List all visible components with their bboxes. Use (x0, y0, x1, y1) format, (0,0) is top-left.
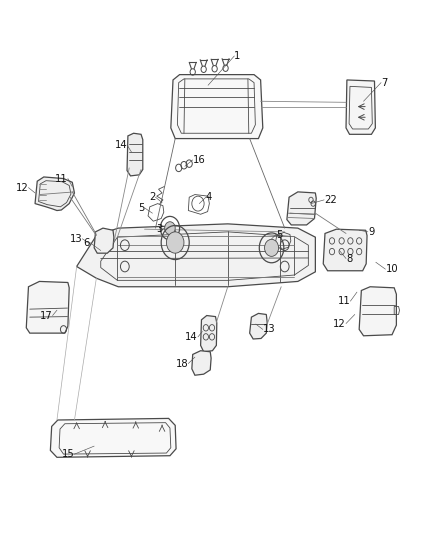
Text: 11: 11 (55, 174, 68, 183)
Polygon shape (192, 351, 211, 375)
Text: 18: 18 (176, 359, 188, 368)
Polygon shape (250, 313, 267, 339)
Polygon shape (323, 229, 367, 271)
Text: 7: 7 (381, 78, 388, 87)
Polygon shape (127, 133, 143, 176)
Polygon shape (171, 75, 263, 139)
Polygon shape (201, 316, 217, 352)
Text: 22: 22 (324, 195, 337, 205)
Text: 12: 12 (16, 183, 28, 192)
Text: 5: 5 (276, 230, 283, 239)
Text: 16: 16 (193, 155, 205, 165)
Polygon shape (346, 80, 375, 134)
Circle shape (165, 222, 175, 235)
Text: 2: 2 (149, 192, 155, 202)
Polygon shape (359, 287, 396, 336)
Text: 13: 13 (263, 325, 276, 334)
Polygon shape (50, 418, 176, 457)
Text: 13: 13 (70, 234, 82, 244)
Text: 4: 4 (206, 192, 212, 202)
Text: 15: 15 (62, 449, 74, 459)
Text: 8: 8 (346, 254, 352, 263)
Text: 14: 14 (185, 332, 198, 342)
Text: 12: 12 (333, 319, 346, 328)
Text: 3: 3 (156, 224, 162, 234)
Polygon shape (35, 177, 74, 211)
Text: 5: 5 (138, 203, 145, 213)
Text: 6: 6 (83, 238, 90, 247)
Polygon shape (287, 192, 316, 225)
Polygon shape (94, 228, 114, 253)
Text: 11: 11 (338, 296, 350, 306)
Polygon shape (26, 281, 69, 333)
Text: 14: 14 (114, 140, 127, 150)
Text: 17: 17 (40, 311, 53, 320)
Polygon shape (77, 224, 315, 287)
Circle shape (265, 239, 279, 256)
Text: 1: 1 (234, 51, 241, 61)
Circle shape (166, 232, 184, 253)
Text: 10: 10 (385, 264, 398, 274)
Text: 9: 9 (368, 227, 374, 237)
